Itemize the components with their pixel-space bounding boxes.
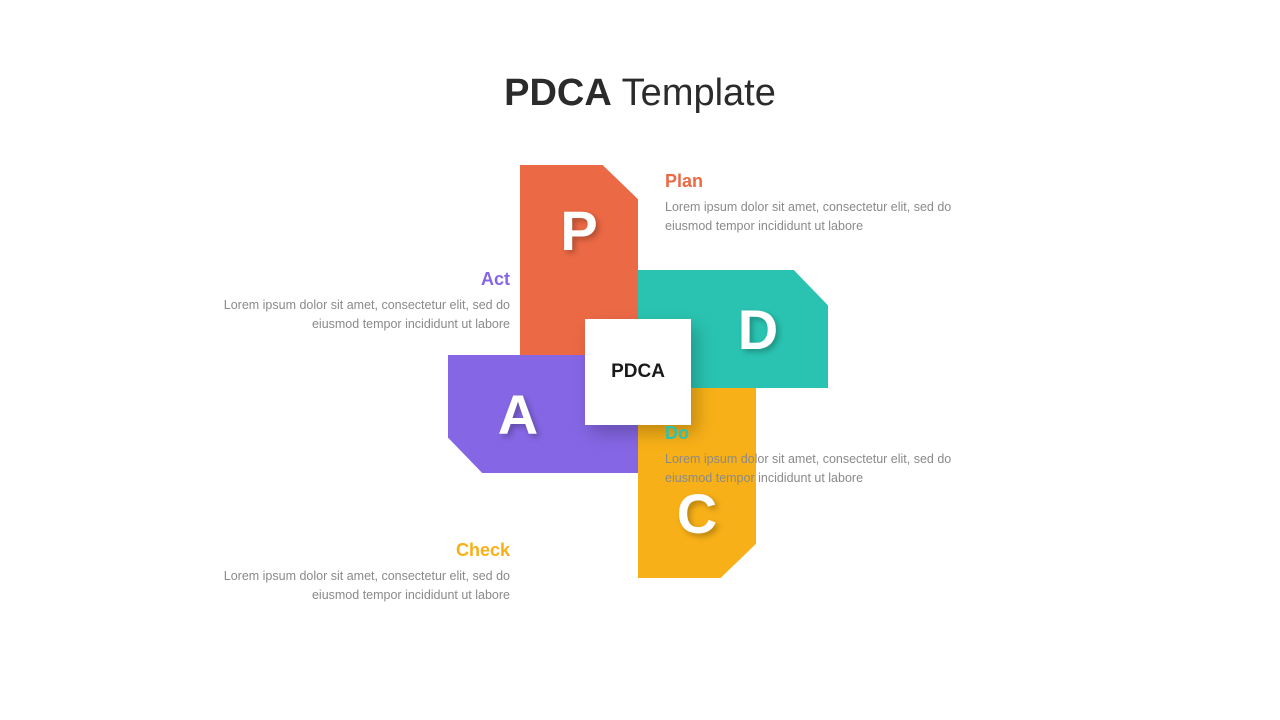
desc-act: Lorem ipsum dolor sit amet, consectetur … xyxy=(180,296,510,335)
letter-do: D xyxy=(738,297,778,362)
title-light: Template xyxy=(612,72,776,114)
letter-check: C xyxy=(677,481,717,546)
desc-do: Lorem ipsum dolor sit amet, consectetur … xyxy=(665,450,995,489)
desc-check: Lorem ipsum dolor sit amet, consectetur … xyxy=(180,567,510,606)
center-label-box: PDCA xyxy=(585,319,691,425)
heading-act: Act xyxy=(180,269,510,290)
heading-plan: Plan xyxy=(665,171,995,192)
text-do: Do Lorem ipsum dolor sit amet, consectet… xyxy=(665,423,995,489)
letter-act: A xyxy=(498,382,538,447)
center-label: PDCA xyxy=(611,361,665,383)
text-plan: Plan Lorem ipsum dolor sit amet, consect… xyxy=(665,171,995,237)
page-title: PDCA Template xyxy=(0,72,1280,115)
text-check: Check Lorem ipsum dolor sit amet, consec… xyxy=(180,540,510,606)
pdca-diagram: P D C A PDCA Plan Lorem ipsum dolor sit … xyxy=(0,165,1280,685)
heading-do: Do xyxy=(665,423,995,444)
letter-plan: P xyxy=(560,198,597,263)
text-act: Act Lorem ipsum dolor sit amet, consecte… xyxy=(180,269,510,335)
title-bold: PDCA xyxy=(504,72,612,114)
desc-plan: Lorem ipsum dolor sit amet, consectetur … xyxy=(665,198,995,237)
heading-check: Check xyxy=(180,540,510,561)
